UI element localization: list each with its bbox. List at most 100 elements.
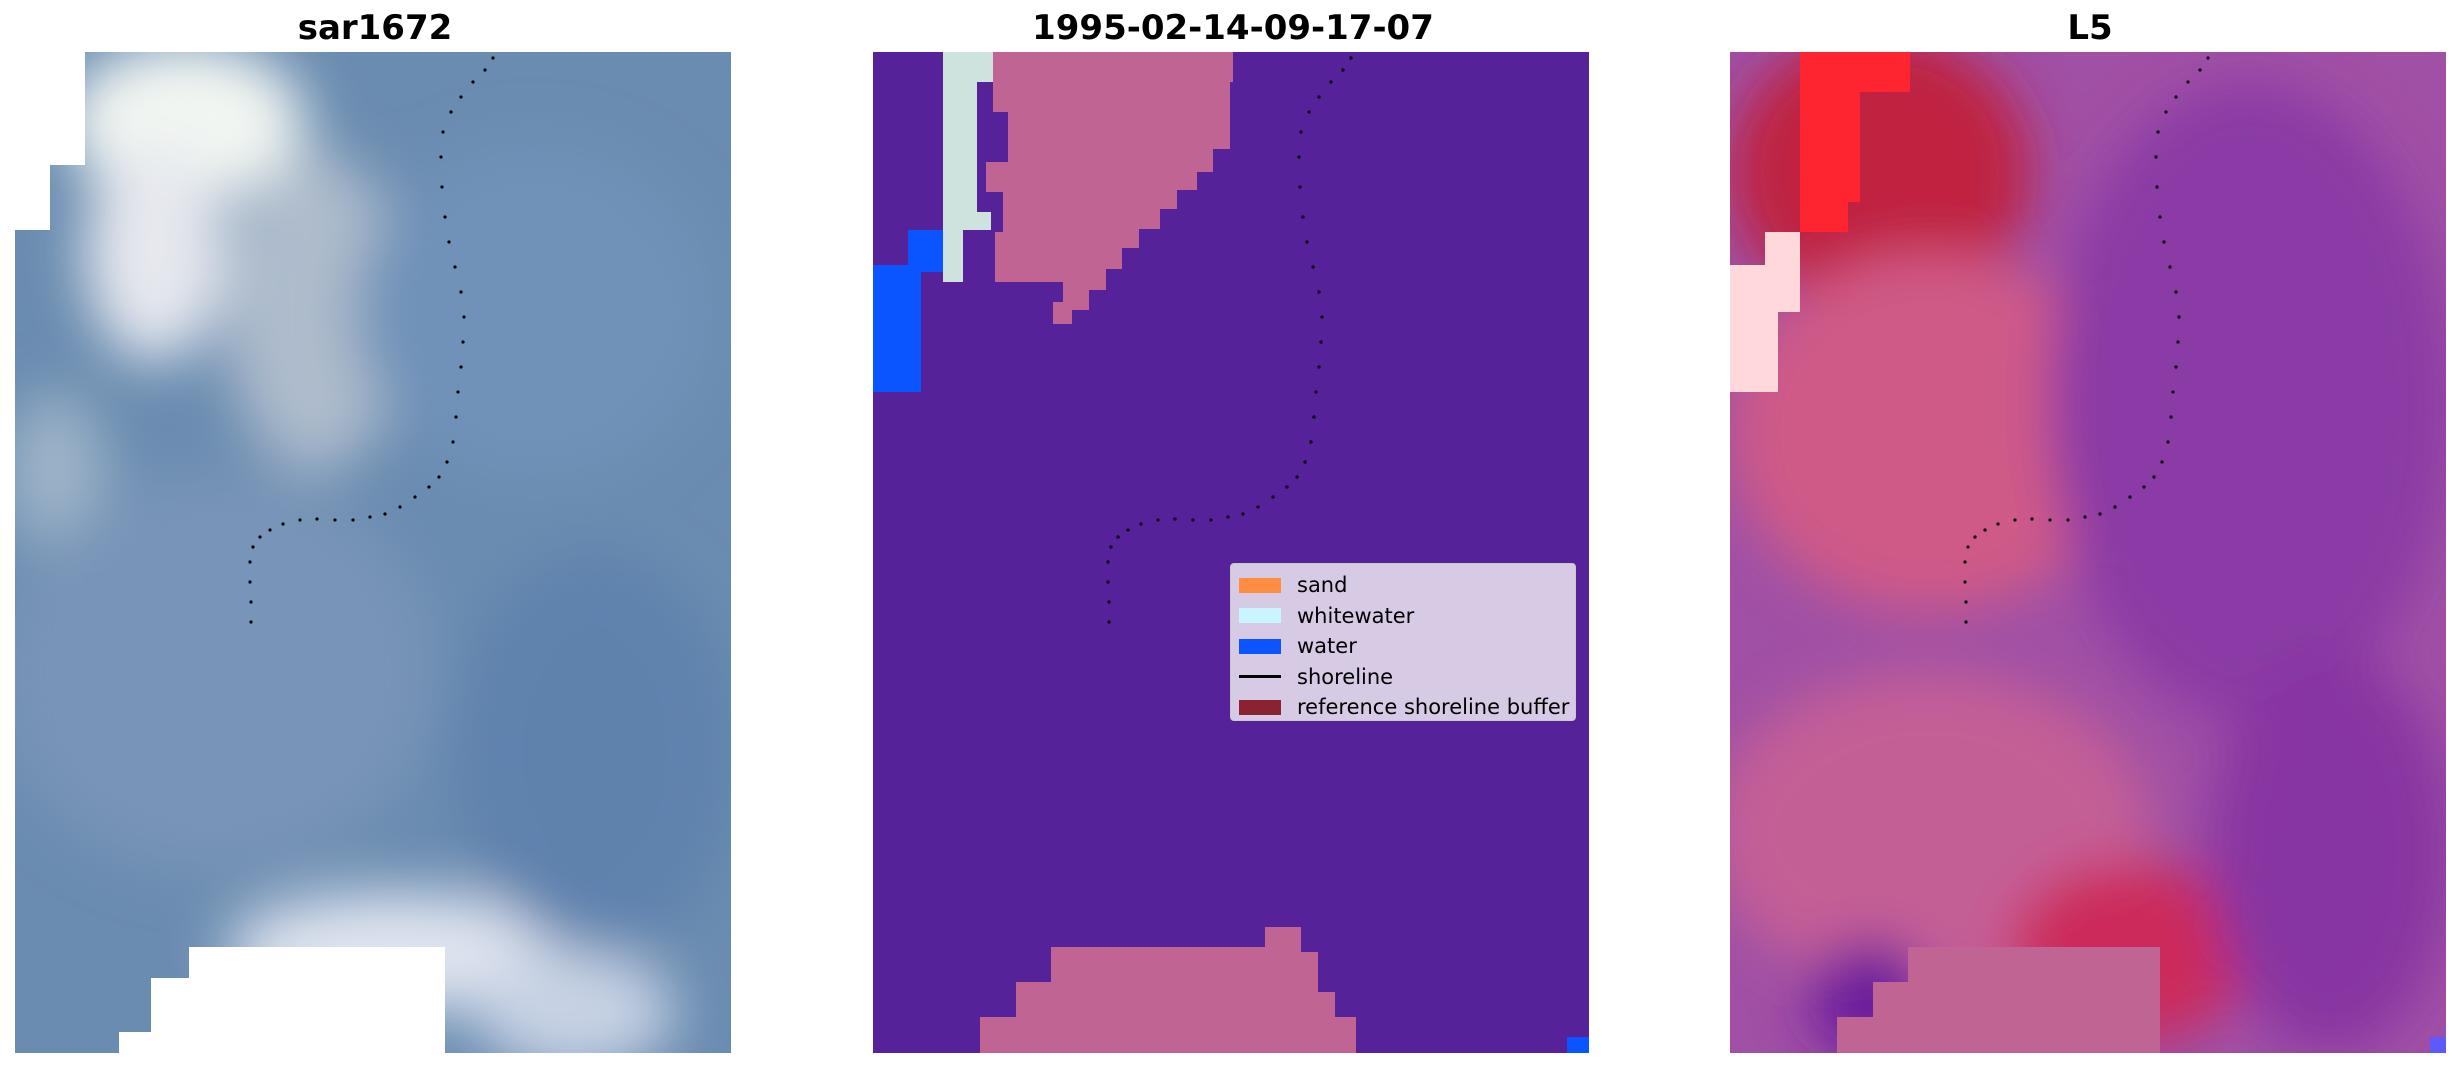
- index-image: [1730, 52, 2446, 1053]
- buffer-region-bottom: [1837, 947, 2160, 1053]
- shoreline-point: [1107, 620, 1111, 624]
- shoreline-point: [1285, 485, 1289, 489]
- shoreline-point: [1298, 185, 1302, 189]
- shoreline-point: [462, 315, 466, 319]
- shoreline-point: [1305, 240, 1309, 244]
- shoreline-point: [2152, 475, 2156, 479]
- shoreline-point: [1106, 560, 1110, 564]
- panel-title-rgb: sar1672: [297, 8, 453, 48]
- shoreline-point: [1295, 475, 1299, 479]
- shoreline-point: [1964, 600, 1968, 604]
- shoreline-point: [2013, 518, 2017, 522]
- shoreline-point: [1320, 315, 1324, 319]
- whitewater-region: [943, 52, 993, 282]
- shoreline-point: [2169, 415, 2173, 419]
- shoreline-point: [1226, 515, 1230, 519]
- shoreline-point: [2155, 185, 2159, 189]
- shoreline-point: [440, 185, 444, 189]
- shoreline-point: [461, 340, 465, 344]
- shoreline-point: [453, 265, 457, 269]
- shoreline-point: [1297, 155, 1301, 159]
- shoreline: [248, 56, 495, 624]
- shoreline-point: [2160, 460, 2164, 464]
- shoreline-point: [351, 518, 355, 522]
- shoreline-point: [333, 518, 337, 522]
- shoreline-point: [2048, 518, 2052, 522]
- shoreline-point: [2186, 80, 2190, 84]
- shoreline-point: [451, 440, 455, 444]
- shoreline-point: [1317, 365, 1321, 369]
- shoreline-point: [251, 545, 255, 549]
- shoreline-point: [445, 460, 449, 464]
- shoreline-point: [2177, 315, 2181, 319]
- shoreline-point: [249, 620, 253, 624]
- shoreline-point: [1319, 340, 1323, 344]
- shoreline-point: [483, 68, 487, 72]
- shoreline-point: [2083, 515, 2087, 519]
- shoreline-point: [249, 600, 253, 604]
- shoreline-point: [368, 515, 372, 519]
- index-pixel-corner: [2430, 1037, 2446, 1053]
- shoreline-point: [398, 505, 402, 509]
- shoreline-point: [456, 390, 460, 394]
- shoreline-point: [383, 512, 387, 516]
- shoreline-point: [2171, 390, 2175, 394]
- shoreline-point: [1256, 505, 1260, 509]
- shoreline-point: [1107, 600, 1111, 604]
- legend-label: sand: [1297, 573, 1348, 598]
- legend-item: reference shoreline buffer: [1239, 692, 1575, 723]
- shoreline-point: [1996, 522, 2000, 526]
- shoreline-point: [441, 130, 445, 134]
- shoreline-point: [2066, 518, 2070, 522]
- shoreline-point: [413, 495, 417, 499]
- legend-swatch: [1239, 699, 1281, 715]
- shoreline-point: [1311, 265, 1315, 269]
- shoreline-point: [1156, 518, 1160, 522]
- shoreline-point: [2142, 485, 2146, 489]
- shoreline-point: [2113, 505, 2117, 509]
- panel-index: L5: [1715, 0, 2460, 1069]
- shoreline-point: [2174, 365, 2178, 369]
- classified-background: [873, 52, 1589, 1053]
- panel-title-classified: 1995-02-14-09-17-07: [1032, 8, 1434, 48]
- shoreline-point: [1312, 415, 1316, 419]
- shoreline-point: [443, 215, 447, 219]
- water-pixel-corner: [1567, 1037, 1589, 1053]
- classified-image: [873, 52, 1589, 1053]
- legend-item: water: [1239, 631, 1575, 662]
- shoreline-point: [268, 528, 272, 532]
- shoreline-point: [437, 475, 441, 479]
- shoreline-point: [2156, 130, 2160, 134]
- shoreline-point: [1966, 545, 1970, 549]
- panel-rgb: sar1672: [0, 0, 750, 1069]
- shoreline-point: [258, 535, 262, 539]
- shoreline-point: [1126, 528, 1130, 532]
- legend-item: sand: [1239, 570, 1575, 601]
- shoreline-point: [1317, 95, 1321, 99]
- shoreline-point: [1303, 460, 1307, 464]
- shoreline-point: [2166, 440, 2170, 444]
- shoreline: [1963, 56, 2210, 624]
- shoreline-point: [1329, 80, 1333, 84]
- legend-swatch: [1239, 675, 1281, 679]
- index-texture: [1730, 52, 2446, 1053]
- shoreline-point: [1191, 518, 1195, 522]
- shoreline-point: [248, 580, 252, 584]
- shoreline-point: [1307, 110, 1311, 114]
- legend-item: shoreline: [1239, 662, 1575, 693]
- shoreline-point: [248, 560, 252, 564]
- shoreline-point: [1314, 390, 1318, 394]
- panel-title-index: L5: [2067, 8, 2113, 48]
- shoreline-point: [2174, 95, 2178, 99]
- rgb-texture: [15, 52, 731, 1053]
- shoreline-point: [459, 290, 463, 294]
- shoreline-point: [298, 518, 302, 522]
- buffer-region-bottom: [980, 927, 1356, 1053]
- shoreline-point: [1106, 580, 1110, 584]
- shoreline-point: [1241, 512, 1245, 516]
- shoreline-point: [1271, 495, 1275, 499]
- shoreline-point: [427, 485, 431, 489]
- shoreline-point: [1317, 290, 1321, 294]
- shoreline-point: [2164, 110, 2168, 114]
- shoreline-point: [454, 415, 458, 419]
